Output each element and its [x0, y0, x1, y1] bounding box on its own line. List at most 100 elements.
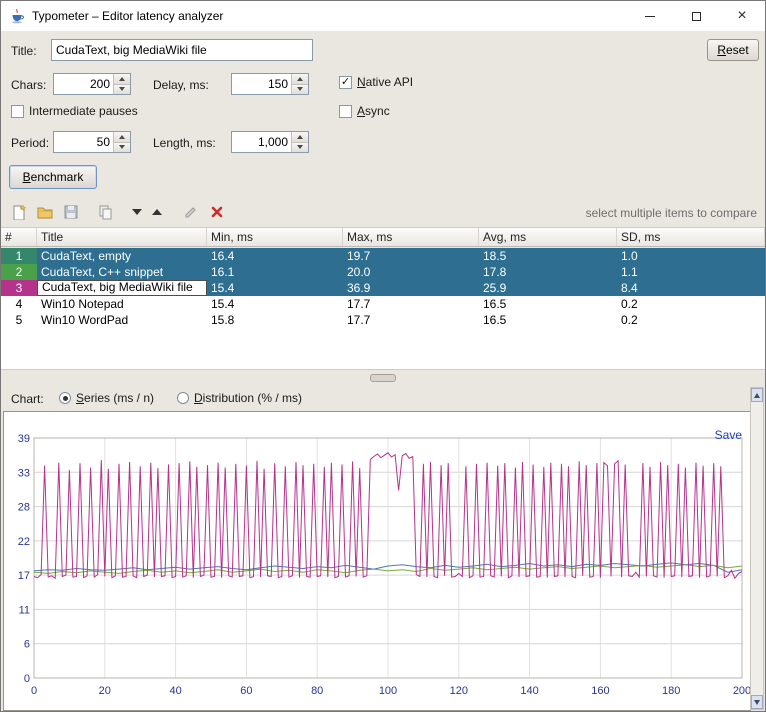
- table-row[interactable]: 2 CudaText, C++ snippet 16.1 20.0 17.8 1.1: [1, 264, 765, 280]
- toolbar-hint: select multiple items to compare: [585, 206, 757, 220]
- column-header-title[interactable]: Title: [37, 228, 207, 246]
- edit-icon[interactable]: [181, 202, 201, 222]
- svg-text:100: 100: [379, 685, 397, 697]
- svg-text:40: 40: [169, 685, 181, 697]
- scroll-down-button[interactable]: [751, 695, 763, 709]
- checkbox-check-icon: [11, 104, 24, 118]
- spin-down-icon: [297, 87, 303, 92]
- spin-up-icon: [119, 134, 125, 139]
- row-max: 17.7: [347, 313, 371, 327]
- period-spin-up-button[interactable]: [114, 132, 130, 143]
- svg-text:180: 180: [662, 685, 680, 697]
- checkbox-check-icon: ✓: [339, 75, 352, 89]
- row-min: 15.8: [211, 313, 235, 327]
- checkbox-check-icon: [339, 104, 352, 118]
- svg-text:160: 160: [591, 685, 609, 697]
- benchmark-button[interactable]: Benchmark: [9, 165, 97, 189]
- column-header-avg[interactable]: Avg, ms: [479, 228, 617, 246]
- column-header-num[interactable]: #: [1, 228, 37, 246]
- save-icon[interactable]: [61, 202, 81, 222]
- chart-controls: Chart: Series (ms / n) Distribution (% /…: [1, 385, 749, 411]
- split-pane-divider[interactable]: [1, 369, 765, 385]
- length-spinner: [231, 131, 309, 153]
- column-header-sd[interactable]: SD, ms: [617, 228, 765, 246]
- move-down-icon[interactable]: [129, 202, 145, 222]
- vertical-scrollbar[interactable]: [750, 387, 764, 710]
- column-header-min[interactable]: Min, ms: [207, 228, 343, 246]
- svg-text:33: 33: [18, 467, 30, 479]
- benchmark-label: Benchmark: [22, 170, 84, 184]
- close-icon: ×: [737, 7, 747, 24]
- reset-label: Reset: [717, 43, 749, 57]
- row-sd: 0.2: [621, 297, 638, 311]
- move-up-icon[interactable]: [149, 202, 165, 222]
- row-max: 36.9: [347, 281, 371, 295]
- row-number-marker: 3: [1, 280, 37, 296]
- down-triangle-icon: [132, 209, 142, 215]
- length-input[interactable]: [232, 132, 291, 152]
- row-avg: 16.5: [483, 313, 507, 327]
- period-spinner: [53, 131, 131, 153]
- svg-text:22: 22: [18, 536, 30, 548]
- row-min: 16.1: [211, 265, 235, 279]
- table-row[interactable]: 4 Win10 Notepad 15.4 17.7 16.5 0.2: [1, 296, 765, 312]
- period-label: Period:: [11, 136, 50, 150]
- spin-up-icon: [297, 76, 303, 81]
- results-toolbar: select multiple items to compare: [1, 197, 765, 227]
- svg-text:200: 200: [733, 685, 750, 697]
- maximize-icon: [691, 11, 701, 21]
- svg-text:60: 60: [240, 685, 252, 697]
- scroll-up-button[interactable]: [751, 388, 763, 402]
- title-bar: Typometer – Editor latency analyzer ×: [1, 1, 765, 31]
- maximize-button[interactable]: [673, 1, 719, 31]
- row-min: 16.4: [211, 249, 235, 263]
- chars-label: Chars:: [11, 78, 47, 92]
- chars-spin-down-button[interactable]: [114, 84, 130, 94]
- svg-text:120: 120: [450, 685, 468, 697]
- table-row[interactable]: 5 Win10 WordPad 15.8 17.7 16.5 0.2: [1, 312, 765, 328]
- row-number-marker: 2: [1, 264, 37, 280]
- delete-icon[interactable]: [207, 202, 227, 222]
- column-header-max[interactable]: Max, ms: [343, 228, 479, 246]
- period-input[interactable]: [54, 132, 113, 152]
- chars-spin-up-button[interactable]: [114, 74, 130, 85]
- native-api-checkbox[interactable]: ✓ Native API: [339, 75, 413, 89]
- open-folder-icon[interactable]: [35, 202, 55, 222]
- table-row[interactable]: 3 CudaText, big MediaWiki file 15.4 36.9 25.…: [1, 280, 765, 296]
- close-button[interactable]: ×: [719, 1, 765, 31]
- length-spin-down-button[interactable]: [292, 142, 308, 152]
- row-min: 15.4: [211, 297, 235, 311]
- delay-spin-up-button[interactable]: [292, 74, 308, 85]
- spin-down-icon: [119, 145, 125, 150]
- chars-input[interactable]: [54, 74, 113, 94]
- minimize-button[interactable]: [627, 1, 673, 31]
- table-row[interactable]: 1 CudaText, empty 16.4 19.7 18.5 1.0: [1, 248, 765, 264]
- delay-spin-down-button[interactable]: [292, 84, 308, 94]
- copy-icon[interactable]: [95, 202, 115, 222]
- async-checkbox[interactable]: Async: [339, 104, 390, 118]
- spin-up-icon: [297, 134, 303, 139]
- row-number-marker: 4: [15, 297, 23, 311]
- distribution-radio[interactable]: Distribution (% / ms): [177, 391, 302, 405]
- period-spin-down-button[interactable]: [114, 142, 130, 152]
- row-avg: 17.8: [483, 265, 507, 279]
- intermediate-pauses-label: Intermediate pauses: [29, 104, 138, 118]
- delay-input[interactable]: [232, 74, 291, 94]
- svg-text:0: 0: [31, 685, 37, 697]
- series-radio[interactable]: Series (ms / n): [59, 391, 154, 405]
- new-file-icon[interactable]: [9, 202, 29, 222]
- chart-panel: 0 6 11 17 22 28 33 39 0 20 40 60 80 100 120 140 160 180 20…: [3, 411, 751, 711]
- up-triangle-icon: [152, 209, 162, 215]
- window-title: Typometer – Editor latency analyzer: [32, 9, 224, 23]
- svg-text:28: 28: [18, 502, 30, 514]
- title-input[interactable]: [51, 39, 313, 61]
- table-header: # Title Min, ms Max, ms Avg, ms SD, ms: [1, 227, 765, 247]
- intermediate-pauses-checkbox[interactable]: Intermediate pauses: [11, 104, 138, 118]
- svg-text:39: 39: [18, 433, 30, 445]
- save-chart-link[interactable]: Save: [714, 428, 742, 442]
- reset-button[interactable]: Reset: [707, 39, 759, 61]
- length-spin-up-button[interactable]: [292, 132, 308, 143]
- series-radio-label: Series (ms / n): [76, 391, 155, 405]
- row-max: 17.7: [347, 297, 371, 311]
